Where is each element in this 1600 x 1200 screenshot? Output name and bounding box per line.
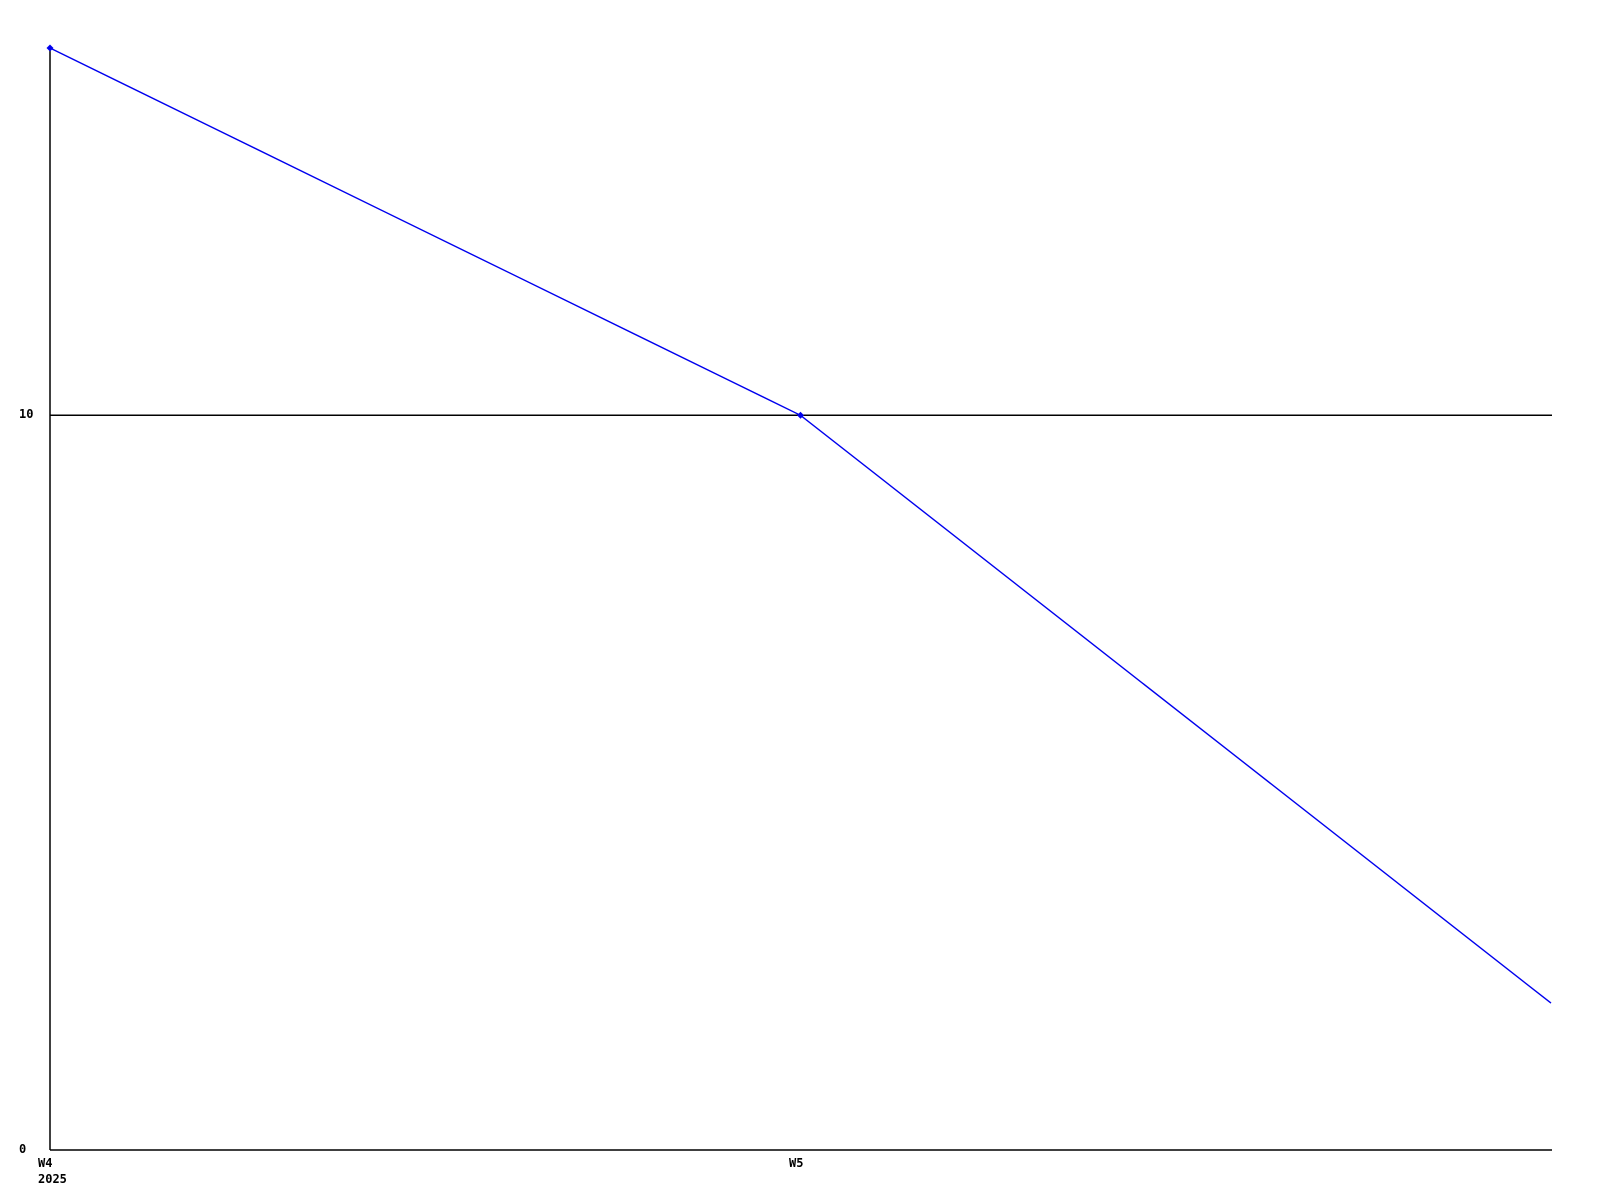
x-tick-label-w5: W5 [789,1156,804,1170]
x-year-label: 2025 [38,1172,67,1186]
data-line [49,47,1552,1004]
x-tick-label-w4: W4 [38,1156,53,1170]
y-tick-label-0: 0 [19,1142,27,1156]
data-point-marker [797,411,804,419]
data-point-marker [46,44,54,52]
y-tick-label-10: 10 [19,407,34,421]
